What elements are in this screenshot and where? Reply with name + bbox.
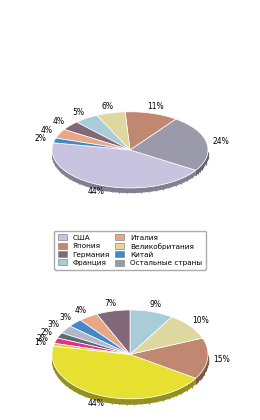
Polygon shape [196,150,208,176]
Text: 2%: 2% [36,334,48,343]
Text: 10%: 10% [193,317,209,326]
Text: 3%: 3% [48,320,60,329]
Text: 5%: 5% [72,108,84,117]
Polygon shape [125,112,176,150]
Text: 4%: 4% [53,117,65,126]
Text: 11%: 11% [147,102,164,111]
Text: 1%: 1% [34,339,46,347]
Text: 44%: 44% [88,187,105,196]
Polygon shape [52,151,196,193]
Legend: США, Япония, Германия, Франция, Италия, Великобритания, Китай, Остальные страны: США, Япония, Германия, Франция, Италия, … [54,231,206,270]
Polygon shape [54,338,130,354]
Text: 9%: 9% [150,299,162,309]
Polygon shape [56,129,130,150]
Polygon shape [57,333,130,354]
Polygon shape [52,356,196,405]
Text: 4%: 4% [41,126,53,135]
Polygon shape [53,344,130,354]
Polygon shape [62,326,130,354]
Polygon shape [77,116,130,150]
Text: 4%: 4% [75,306,87,315]
Polygon shape [70,320,130,354]
Text: 2%: 2% [35,134,47,143]
Polygon shape [53,138,130,150]
Text: 6%: 6% [101,102,113,111]
Polygon shape [52,346,196,399]
Polygon shape [80,314,130,354]
Polygon shape [196,355,208,384]
Polygon shape [64,122,130,150]
Text: 44%: 44% [88,399,105,408]
Text: 15%: 15% [213,355,230,364]
Polygon shape [130,310,172,354]
Text: 2%: 2% [41,328,53,336]
Text: 3%: 3% [59,313,71,322]
Text: 24%: 24% [212,137,229,146]
Text: 7%: 7% [104,299,116,308]
Polygon shape [130,317,203,354]
Polygon shape [130,338,208,378]
Polygon shape [52,143,196,188]
Polygon shape [130,119,208,170]
Polygon shape [97,310,130,354]
Polygon shape [97,112,130,150]
